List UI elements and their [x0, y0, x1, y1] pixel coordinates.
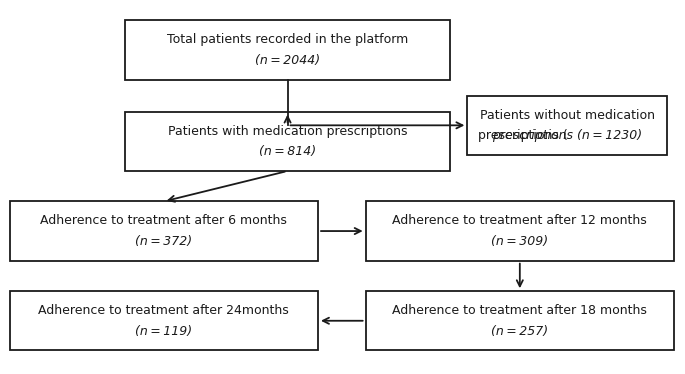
Text: (n = 814): (n = 814): [259, 145, 316, 158]
Text: Patients without medication: Patients without medication: [479, 108, 655, 122]
FancyBboxPatch shape: [125, 21, 450, 80]
Text: (n = 309): (n = 309): [491, 235, 549, 248]
Text: Adherence to treatment after 24months: Adherence to treatment after 24months: [38, 304, 289, 317]
Text: Adherence to treatment after 18 months: Adherence to treatment after 18 months: [393, 304, 647, 317]
Text: Patients with medication prescriptions: Patients with medication prescriptions: [168, 125, 408, 138]
FancyBboxPatch shape: [125, 112, 450, 171]
Text: prescriptions (n = 1230): prescriptions (n = 1230): [493, 129, 643, 142]
FancyBboxPatch shape: [467, 96, 667, 155]
Text: Adherence to treatment after 6 months: Adherence to treatment after 6 months: [40, 214, 287, 227]
FancyBboxPatch shape: [366, 291, 674, 350]
Text: (n = 257): (n = 257): [491, 325, 549, 337]
FancyBboxPatch shape: [10, 291, 318, 350]
Text: (n = 119): (n = 119): [135, 325, 192, 337]
Text: Total patients recorded in the platform: Total patients recorded in the platform: [167, 33, 408, 46]
FancyBboxPatch shape: [10, 202, 318, 261]
Text: (n = 2044): (n = 2044): [255, 54, 320, 67]
Text: Adherence to treatment after 12 months: Adherence to treatment after 12 months: [393, 214, 647, 227]
FancyBboxPatch shape: [366, 202, 674, 261]
Text: (n = 372): (n = 372): [135, 235, 192, 248]
Text: prescriptions (: prescriptions (: [477, 129, 567, 142]
